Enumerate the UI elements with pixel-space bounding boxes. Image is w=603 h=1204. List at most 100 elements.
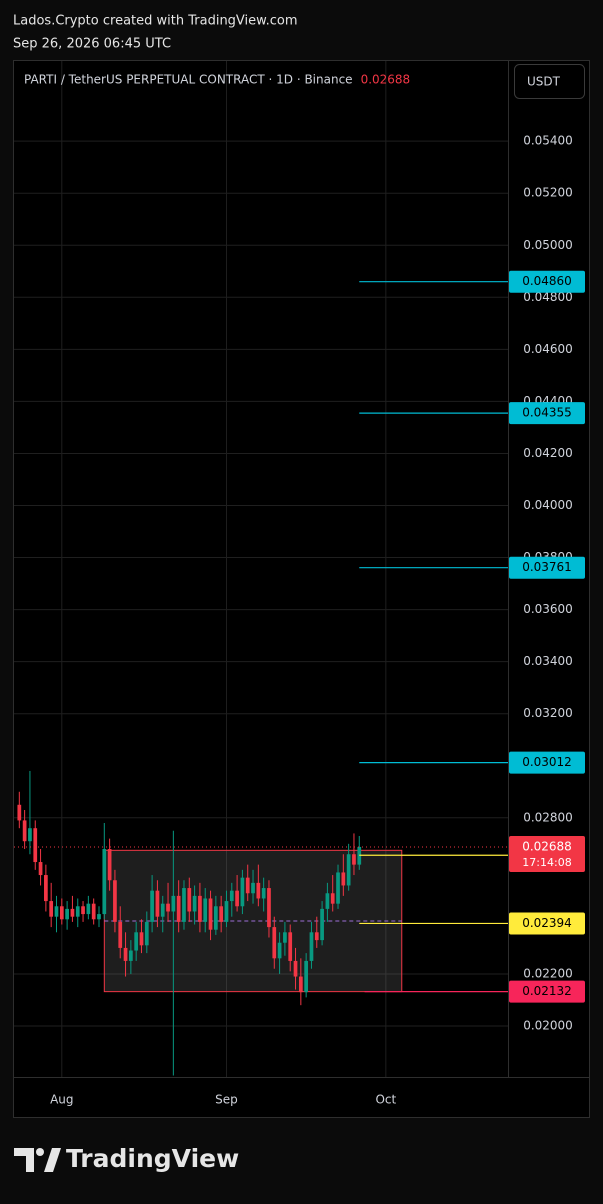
y-tick-label: 0.02000 [523, 1018, 573, 1032]
chart-panel [13, 60, 590, 1118]
candle-body [251, 882, 255, 894]
candle-body [123, 947, 128, 961]
candle-body [49, 901, 54, 917]
price-countdown: 17:14:08 [522, 856, 571, 869]
candle-body [346, 854, 351, 886]
logo-t [14, 1148, 34, 1172]
candle-body [325, 893, 330, 909]
y-tick-label: 0.02200 [523, 966, 573, 980]
candle-body [219, 906, 224, 922]
candle-body [160, 903, 165, 917]
author-line: Lados.Crypto created with TradingView.co… [13, 14, 297, 29]
logo-dot [36, 1148, 44, 1156]
candle-body [28, 828, 32, 842]
candle-body [176, 895, 181, 922]
candle-body [341, 872, 346, 886]
currency-button[interactable] [514, 64, 585, 99]
plot [14, 281, 508, 1076]
y-tick-label: 0.04600 [523, 342, 573, 356]
candle-body [59, 906, 64, 920]
y-tick-label: 0.03200 [523, 706, 573, 720]
candle-body [91, 903, 96, 920]
level-label-bg [509, 402, 585, 425]
candle-body [150, 890, 154, 922]
y-tick-label: 0.05000 [523, 238, 573, 252]
candle-body [256, 882, 261, 899]
level-label: 0.02132 [522, 984, 572, 998]
candle-body [288, 932, 293, 961]
candle-body [283, 932, 287, 943]
y-tick-label: 0.05400 [523, 134, 573, 148]
brand-name: TradingView [66, 1144, 239, 1173]
candle-body [229, 890, 234, 902]
candle-body [107, 849, 112, 881]
brand-logo [14, 1148, 61, 1172]
candle-body [240, 877, 245, 907]
candle-body [198, 895, 202, 922]
y-tick-label: 0.03400 [523, 654, 573, 668]
candle-body [17, 804, 22, 821]
candle-body [182, 888, 186, 922]
price-axis: 0.054000.052000.050000.048000.046000.044… [50, 134, 585, 1107]
level-label-bg [509, 980, 585, 1003]
candle-body [144, 921, 149, 946]
candle-body [272, 927, 277, 959]
candle-body [235, 890, 239, 907]
x-tick-label: Aug [50, 1093, 73, 1107]
candle-body [261, 888, 266, 899]
candle-body [330, 893, 335, 904]
symbol-title: PARTI / TetherUS PERPETUAL CONTRACT · 1D… [24, 73, 353, 87]
level-label: 0.03012 [522, 755, 572, 769]
candle-body [187, 888, 192, 912]
candle-body [97, 914, 101, 920]
price-label: 0.02688 [522, 839, 572, 853]
candle-body [192, 895, 197, 912]
price-label-bg [509, 835, 585, 872]
y-tick-label: 0.05200 [523, 186, 573, 200]
candle-body [155, 890, 160, 917]
candle-body [208, 898, 213, 930]
candle-body [22, 820, 27, 842]
candle-body [166, 903, 170, 912]
y-tick-label: 0.04200 [523, 446, 573, 460]
candle-body [304, 960, 309, 993]
candle-body [102, 849, 107, 915]
grid [14, 61, 508, 1077]
candle-body [44, 875, 48, 902]
candle-body [134, 932, 139, 951]
header-price: 0.02688 [361, 73, 411, 87]
candle-body [70, 908, 75, 917]
level-label: 0.02394 [522, 916, 572, 930]
candle-body [113, 880, 117, 922]
currency-label[interactable]: USDT [527, 75, 561, 89]
candle-body [171, 895, 176, 912]
candle-body [309, 932, 314, 961]
candle-body [277, 942, 282, 959]
level-label-bg [509, 270, 585, 293]
candle-body [33, 828, 38, 863]
level-label-bg [509, 912, 585, 935]
candle-body [38, 862, 43, 876]
candle-body [224, 901, 229, 922]
y-tick-label: 0.04800 [523, 290, 573, 304]
candle-body [75, 906, 80, 917]
level-label-bg [509, 751, 585, 774]
candle-body [118, 921, 123, 948]
timestamp: Sep 26, 2026 06:45 UTC [13, 37, 171, 52]
x-tick-label: Sep [215, 1093, 238, 1107]
y-tick-label: 0.02800 [523, 810, 573, 824]
candle-body [357, 846, 362, 865]
candle-body [298, 976, 303, 993]
candle-body [203, 898, 208, 922]
candle-body [293, 960, 298, 977]
candle-body [139, 932, 144, 946]
candle-body [213, 906, 218, 930]
candle-body [129, 950, 133, 961]
candle-body [267, 888, 271, 928]
level-label: 0.04860 [522, 274, 572, 288]
y-tick-label: 0.04000 [523, 498, 573, 512]
logo-v [44, 1148, 61, 1172]
candle-body [65, 908, 69, 920]
candle-body [320, 908, 324, 941]
